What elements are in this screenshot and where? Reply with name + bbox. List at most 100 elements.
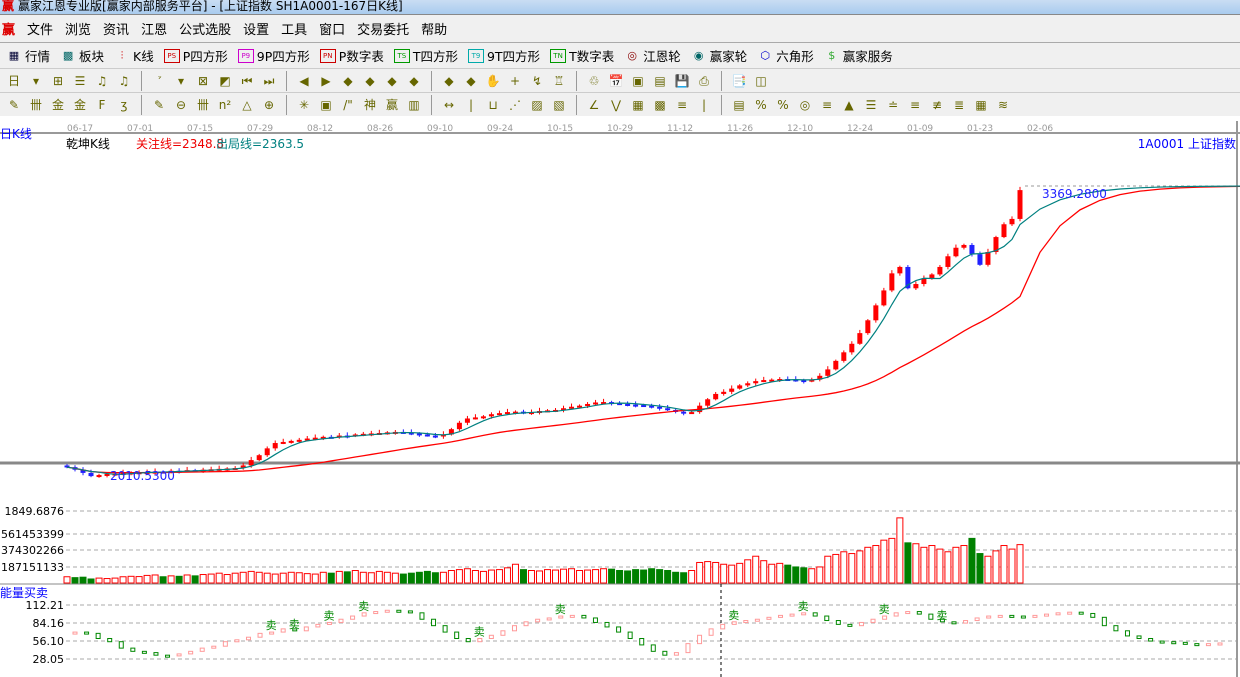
menu-file[interactable]: 文件 <box>27 23 54 38</box>
tool-icon[interactable]: ≡ <box>821 97 833 112</box>
tool-icon[interactable]: ☰ <box>865 97 877 112</box>
toolbar-dollar-button[interactable]: $ 赢家服务 <box>824 46 893 65</box>
tool-icon[interactable]: ≢ <box>931 97 943 112</box>
toolbar-table-button[interactable]: ▦ 行情 <box>6 46 50 65</box>
tool-icon[interactable]: + <box>509 73 521 88</box>
tool-icon[interactable]: ▶ <box>321 73 331 88</box>
tool-icon[interactable]: 卌 <box>196 97 209 112</box>
tool-icon[interactable]: ◫ <box>755 73 767 88</box>
tool-icon[interactable]: ▧ <box>553 97 565 112</box>
tool-icon[interactable]: 📑 <box>731 73 747 88</box>
tool-icon[interactable]: △ <box>242 97 252 112</box>
tool-icon[interactable]: ▾ <box>32 73 40 88</box>
toolbar-blocks-button[interactable]: ▩ 板块 <box>60 46 104 65</box>
tool-icon[interactable]: 日 <box>7 73 20 88</box>
app-logo-menu[interactable]: 赢 <box>2 23 16 38</box>
menu-browse[interactable]: 浏览 <box>65 23 92 38</box>
tool-icon[interactable]: 📅 <box>608 73 624 88</box>
tool-icon[interactable]: ≐ <box>887 97 899 112</box>
menu-formula-screen[interactable]: 公式选股 <box>179 23 232 38</box>
tool-icon[interactable]: ▦ <box>632 97 644 112</box>
tool-icon[interactable]: ▣ <box>320 97 332 112</box>
tool-icon[interactable]: ≣ <box>953 97 965 112</box>
tool-icon[interactable]: ◩ <box>219 73 231 88</box>
toolbar-pn-button[interactable]: PN P数字表 <box>319 46 384 65</box>
tool-icon[interactable]: ≡ <box>676 97 688 112</box>
toolbar-ps-button[interactable]: PS P四方形 <box>163 46 228 65</box>
tool-icon[interactable]: ≋ <box>997 97 1009 112</box>
tool-icon[interactable]: ▤ <box>733 97 745 112</box>
tool-icon[interactable]: ʒ <box>120 97 128 112</box>
tool-icon[interactable]: ▨ <box>531 97 543 112</box>
tool-icon[interactable]: ▣ <box>632 73 644 88</box>
tool-icon[interactable]: ✋ <box>485 73 501 88</box>
tool-icon[interactable]: ▩ <box>654 97 666 112</box>
tool-icon[interactable]: ⏭ <box>263 73 275 88</box>
tool-icon[interactable]: ♲ <box>588 73 600 88</box>
toolbar-p9-button[interactable]: P9 9P四方形 <box>237 46 310 65</box>
tool-icon[interactable]: ✎ <box>153 97 165 112</box>
tool-icon[interactable]: ◆ <box>444 73 454 88</box>
tool-icon[interactable]: ◎ <box>799 97 811 112</box>
toolbar-gann-wheel-button[interactable]: ◎ 江恩轮 <box>624 46 680 65</box>
tool-icon[interactable]: 赢 <box>385 97 398 112</box>
tool-icon[interactable]: 神 <box>363 97 376 112</box>
tool-icon[interactable]: ꜘ <box>151 73 167 89</box>
tool-icon[interactable]: ⊞ <box>52 73 64 88</box>
menu-gann[interactable]: 江恩 <box>141 23 168 38</box>
menu-help[interactable]: 帮助 <box>421 23 448 38</box>
tool-icon[interactable]: ♖ <box>553 73 565 88</box>
toolbar-t9-button[interactable]: T9 9T四方形 <box>467 46 540 65</box>
tool-icon[interactable]: ⏮ <box>241 73 253 88</box>
tool-icon[interactable]: ✎ <box>8 97 20 112</box>
tool-icon[interactable]: ⎙ <box>699 73 709 88</box>
tool-icon[interactable]: 金 <box>51 97 64 112</box>
tool-icon[interactable]: ⋁ <box>611 97 621 112</box>
toolbar-candlestick-button[interactable]: ⫶ K线 <box>114 46 154 65</box>
toolbar-tn-button[interactable]: TN T数字表 <box>550 46 614 65</box>
tool-icon[interactable]: ◀ <box>299 73 309 88</box>
tool-icon[interactable]: ♫ <box>118 73 130 88</box>
tool-icon[interactable]: ▥ <box>408 97 420 112</box>
tool-icon[interactable]: % <box>777 97 789 112</box>
tool-icon[interactable]: F <box>98 97 106 112</box>
tool-icon[interactable]: ⊕ <box>263 97 275 112</box>
tool-icon[interactable]: ∠ <box>588 97 600 112</box>
tool-icon[interactable]: ♫ <box>96 73 108 88</box>
tool-icon[interactable]: ◆ <box>409 73 419 88</box>
tool-icon[interactable]: ▲ <box>844 97 854 112</box>
tool-icon[interactable]: 金 <box>73 97 86 112</box>
tool-icon[interactable]: ▤ <box>654 73 666 88</box>
tool-icon[interactable]: ⊔ <box>488 97 498 112</box>
tool-icon[interactable]: ◆ <box>466 73 476 88</box>
tool-icon[interactable]: ☰ <box>74 73 86 88</box>
tool-icon[interactable]: | <box>701 97 707 112</box>
tool-icon[interactable]: | <box>468 97 474 112</box>
tool-icon[interactable]: ◆ <box>387 73 397 88</box>
toolbar-hexagon-button[interactable]: ⬡ 六角形 <box>757 46 813 65</box>
tool-icon[interactable]: ⊖ <box>175 97 187 112</box>
tool-icon[interactable]: % <box>755 97 767 112</box>
toolbar-big-wheel-button[interactable]: ◉ 赢家轮 <box>691 46 747 65</box>
tool-icon[interactable]: ↯ <box>531 73 543 88</box>
tool-icon[interactable]: 卌 <box>29 97 42 112</box>
tool-icon[interactable]: ⊠ <box>197 73 209 88</box>
menu-tools[interactable]: 工具 <box>281 23 308 38</box>
tool-icon[interactable]: ▦ <box>975 97 987 112</box>
menu-news[interactable]: 资讯 <box>103 23 130 38</box>
tool-icon[interactable]: ◆ <box>365 73 375 88</box>
menu-settings[interactable]: 设置 <box>243 23 270 38</box>
kline-chart[interactable]: 06-17 07-01 07-15 07-29 08-12 08-26 09-10 09-24… <box>0 121 1240 677</box>
tool-icon[interactable]: ◆ <box>343 73 353 88</box>
toolbar-ts-button[interactable]: TS T四方形 <box>393 46 458 65</box>
tool-icon[interactable]: 💾 <box>674 73 690 88</box>
tool-icon[interactable]: ⋰ <box>509 97 521 112</box>
tool-icon[interactable]: ↔ <box>443 97 455 112</box>
tool-icon[interactable]: ▾ <box>177 73 185 88</box>
menu-trade[interactable]: 交易委托 <box>357 23 410 38</box>
menu-window[interactable]: 窗口 <box>319 23 346 38</box>
tool-icon[interactable]: ≡ <box>909 97 921 112</box>
tool-icon[interactable]: ✳ <box>298 97 310 112</box>
tool-icon[interactable]: /" <box>343 97 353 112</box>
tool-icon[interactable]: n² <box>218 97 232 112</box>
